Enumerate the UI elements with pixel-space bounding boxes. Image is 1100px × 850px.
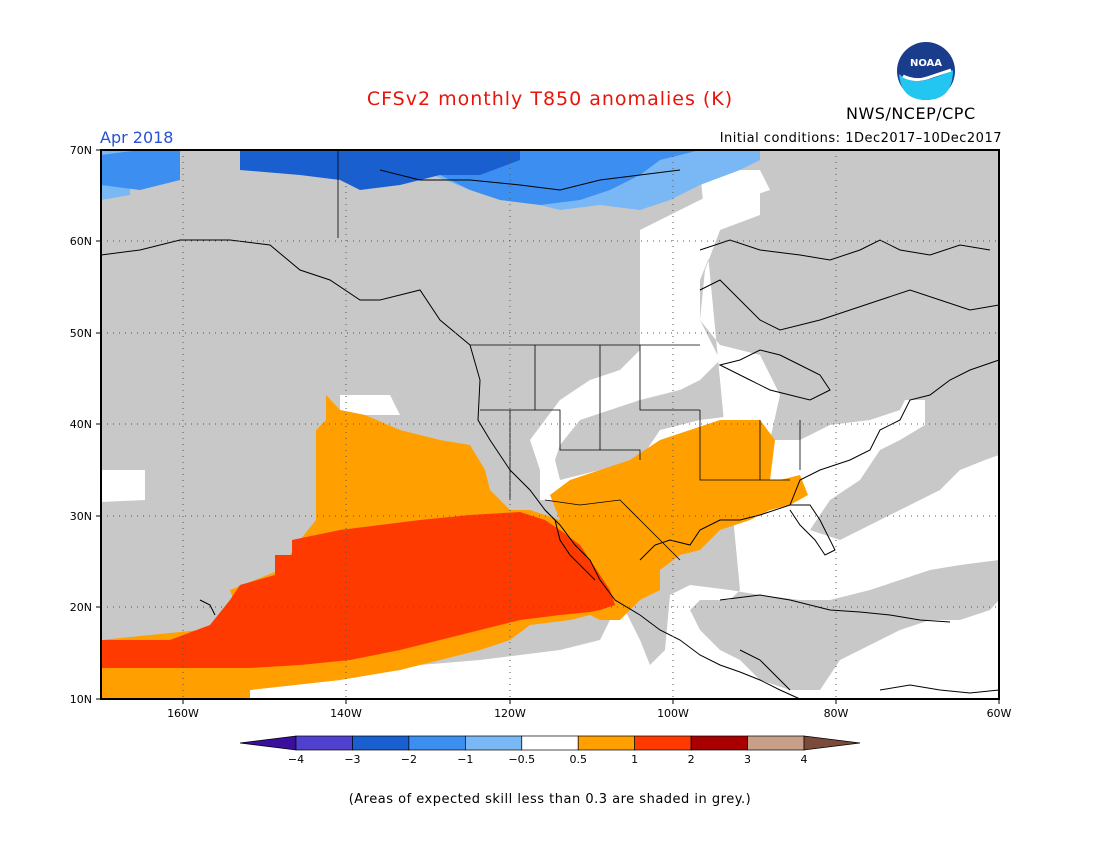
colorbar-segment (521, 735, 579, 751)
colorbar-end-low (239, 735, 297, 751)
lat-label: 70N (70, 144, 92, 157)
colorbar-segment (690, 735, 748, 751)
neutral-region-pacific (101, 470, 145, 502)
colorbar-end-high (803, 735, 861, 751)
lat-label: 40N (70, 418, 92, 431)
political-borders (337, 150, 801, 561)
colorbar-tick-label: −3 (344, 753, 360, 766)
lon-label: 100W (657, 707, 689, 720)
colorbar-tick-label: 4 (801, 753, 808, 766)
noaa-logo: NOAA (897, 42, 955, 100)
lat-label: 10N (70, 693, 92, 706)
neutral-region-east (250, 170, 999, 699)
colorbar-tick-label: −4 (288, 753, 304, 766)
forecast-month: Apr 2018 (100, 128, 174, 147)
lat-label: 30N (70, 510, 92, 523)
colorbar-tick-label: 0.5 (569, 753, 587, 766)
lon-label: 80W (824, 707, 849, 720)
agency-label: NWS/NCEP/CPC (846, 104, 976, 123)
neutral-region-canada (340, 395, 400, 415)
coastlines (100, 169, 1000, 700)
colorbar-tick-label: −1 (457, 753, 473, 766)
colorbar-tick-label: 2 (688, 753, 695, 766)
colorbar-segment (295, 735, 353, 751)
colorbar-segment (577, 735, 636, 751)
anomaly-neg-1-2 (101, 150, 700, 205)
lat-label: 60N (70, 235, 92, 248)
colorbar-tick-label: 3 (744, 753, 751, 766)
neutral-region-north (530, 170, 770, 500)
colorbar-segments (239, 735, 861, 751)
colorbar: −4 −3 −2 −1 −0.5 0.5 1 2 3 4 (239, 735, 861, 766)
skill-footnote: (Areas of expected skill less than 0.3 a… (348, 792, 752, 807)
colorbar-segment (408, 735, 466, 751)
colorbar-segment (634, 735, 692, 751)
colorbar-segment (747, 735, 805, 751)
colorbar-tick-label: −0.5 (508, 753, 535, 766)
colorbar-labels: −4 −3 −2 −1 −0.5 0.5 1 2 3 4 (288, 753, 808, 766)
noaa-logo-text: NOAA (910, 58, 942, 69)
map-title: CFSv2 monthly T850 anomalies (K) (366, 88, 734, 110)
anomaly-map: 70N 60N 50N 40N 30N 20N 10N 160W 140W 12… (70, 144, 1012, 720)
colorbar-tick-label: −2 (401, 753, 417, 766)
colorbar-segment (352, 735, 410, 751)
colorbar-segment (464, 735, 523, 751)
lon-label: 140W (330, 707, 362, 720)
initial-conditions: Initial conditions: 1Dec2017–10Dec2017 (719, 131, 1002, 146)
lon-label: 160W (167, 707, 199, 720)
lat-label: 20N (70, 601, 92, 614)
colorbar-tick-label: 1 (631, 753, 638, 766)
lat-label: 50N (70, 327, 92, 340)
lon-label: 60W (987, 707, 1012, 720)
lon-label: 120W (494, 707, 526, 720)
anomaly-pos-1-2 (101, 512, 615, 668)
tick-marks (96, 149, 1000, 704)
